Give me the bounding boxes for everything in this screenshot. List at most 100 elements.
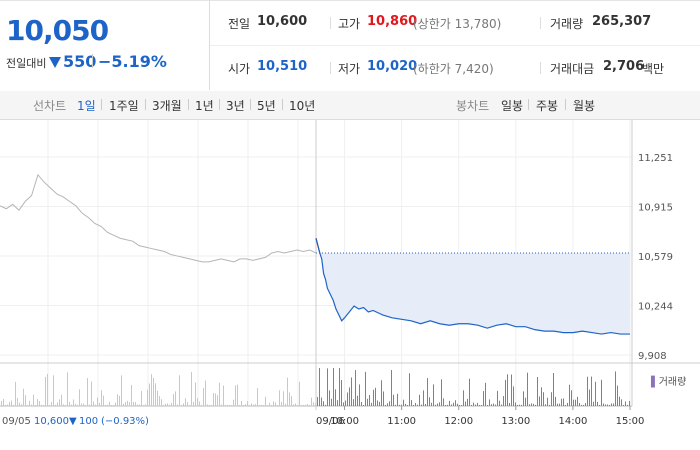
tab-10y[interactable]: 10년 [289, 99, 316, 113]
volume-bar [279, 390, 280, 406]
volume-bar [153, 377, 154, 406]
volume-bar [405, 403, 406, 406]
volume-bar [315, 403, 316, 406]
volume-bar [291, 396, 292, 406]
volume-bar [335, 389, 336, 406]
volume-bar [537, 376, 538, 406]
volume-bar [613, 403, 614, 406]
volume-bar [361, 401, 362, 406]
tab-3y[interactable]: 3년 [226, 99, 245, 113]
tab-1y[interactable]: 1년 [195, 99, 214, 113]
down-triangle-icon [49, 57, 61, 68]
volume-bar [345, 400, 346, 406]
volume-bar [99, 402, 100, 406]
volume-bar [465, 401, 466, 406]
volume-bar [377, 400, 378, 406]
volume-bar [147, 389, 148, 406]
volume-bar [475, 404, 476, 406]
volume-bar [175, 391, 176, 406]
volume-bar [301, 404, 302, 406]
volume-bar [439, 402, 440, 406]
volume-bar [529, 404, 530, 406]
volume-bar [447, 404, 448, 406]
volume-bar [151, 374, 152, 406]
volume-bar [623, 404, 624, 406]
volume-bar [61, 394, 62, 406]
volume-bar [585, 403, 586, 406]
volume-bar [105, 404, 106, 406]
volume-bar [399, 404, 400, 406]
volume-bar [601, 379, 602, 406]
volume-bar [511, 374, 512, 406]
volume-bar [571, 390, 572, 406]
volume-bar [553, 372, 554, 406]
y-tick-label: 10,915 [638, 203, 673, 214]
volume-bar [347, 392, 348, 406]
volume-bar [71, 404, 72, 406]
volume-bar [393, 394, 394, 406]
volume-bar [63, 404, 64, 406]
volume-bar [543, 392, 544, 406]
volume-bar [191, 371, 192, 406]
volume-bar [509, 402, 510, 406]
tab-1w[interactable]: 1주일 [109, 99, 139, 113]
volume-bar [565, 404, 566, 406]
volume-bar [603, 403, 604, 406]
volume-bar [177, 404, 178, 406]
prev-day-date: 09/05 [2, 416, 31, 427]
volume-bar [541, 387, 542, 406]
volume-bar [241, 400, 242, 406]
volume-bar [451, 404, 452, 406]
volume-bar [303, 404, 304, 406]
tab-divider [250, 99, 251, 110]
volume-bar [611, 403, 612, 406]
tab-monthly-candle[interactable]: 월봉 [573, 99, 596, 113]
volume-bar [211, 404, 212, 406]
volume-bar [81, 403, 82, 406]
volume-bar [593, 401, 594, 406]
volume-bar [519, 404, 520, 406]
volume-bar [83, 403, 84, 406]
tab-daily-candle[interactable]: 일봉 [501, 99, 524, 113]
volume-bar [513, 386, 514, 406]
volume-bar [317, 397, 318, 406]
trade-value: 2,706 [603, 59, 645, 74]
volume-bar [75, 403, 76, 406]
volume-bar [365, 371, 366, 406]
volume-bar [521, 404, 522, 406]
volume-bar [23, 388, 24, 406]
volume-bar [607, 404, 608, 406]
tab-weekly-candle[interactable]: 주봉 [536, 99, 559, 113]
volume-bar [409, 373, 410, 406]
volume-bar [491, 404, 492, 406]
tab-1d[interactable]: 1일 [77, 99, 96, 113]
volume-bar [535, 404, 536, 406]
volume-bar [527, 372, 528, 406]
volume-bar [383, 391, 384, 406]
volume-bar [139, 404, 140, 406]
volume-bar [437, 403, 438, 406]
volume-bar [431, 402, 432, 406]
volume-bar [69, 401, 70, 406]
volume-bar [557, 403, 558, 406]
volume-bar [355, 370, 356, 406]
volume-bar [17, 398, 18, 406]
prev-day-change: 100 [79, 416, 99, 427]
tab-3m[interactable]: 3개월 [152, 99, 182, 113]
volume-bar [305, 404, 306, 406]
volume-bar [629, 400, 630, 406]
tab-divider [282, 99, 283, 110]
volume-bar [625, 401, 626, 406]
volume-bar [149, 383, 150, 406]
volume-bar [143, 404, 144, 406]
volume-bar [31, 404, 32, 406]
volume-bar [199, 401, 200, 406]
volume-bar [621, 399, 622, 406]
volume-bar [259, 404, 260, 406]
volume-bar [549, 404, 550, 406]
tab-5y[interactable]: 5년 [257, 99, 276, 113]
volume-bar [337, 400, 338, 406]
volume-value: 265,307 [592, 14, 652, 29]
high-label: 고가 [338, 17, 361, 31]
volume-bar [265, 396, 266, 406]
